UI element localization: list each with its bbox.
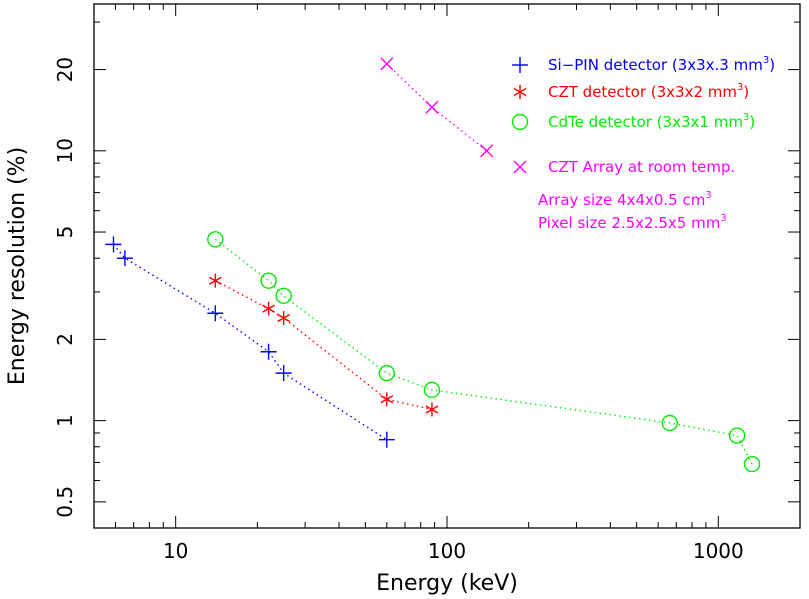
series-line [386, 63, 488, 152]
legend-marker [513, 160, 527, 174]
legend-label-text: CZT detector (3x3x2 mm [548, 83, 737, 101]
legend-label-text: Si−PIN detector (3x3x.3 mm [548, 56, 763, 74]
legend-label-text: CdTe detector (3x3x1 mm [548, 113, 743, 131]
data-point [425, 100, 439, 114]
x-axis-title: Energy (keV) [376, 571, 518, 596]
y-tick-label: 20 [53, 57, 77, 82]
series-line [214, 238, 753, 465]
legend-label-superscript: 3 [737, 82, 743, 93]
y-tick-label: 0.5 [53, 486, 77, 518]
x-tick-label: 1000 [693, 539, 744, 563]
data-point [743, 455, 761, 473]
series-3 [380, 57, 494, 158]
annotation-superscript: 3 [705, 190, 711, 201]
x-tick-label: 100 [428, 539, 466, 563]
series-1 [208, 273, 439, 417]
series-0 [105, 236, 395, 448]
data-point [260, 272, 277, 289]
data-point [277, 311, 291, 326]
y-tick-label: 5 [53, 226, 77, 239]
data-point [378, 431, 395, 448]
legend-label: CZT Array at room temp. [548, 158, 735, 176]
data-point [425, 402, 439, 417]
annotation-superscript: 3 [720, 213, 726, 224]
series-line [214, 280, 433, 411]
data-point [728, 427, 746, 444]
annotation-text: Pixel size 2.5x2.5x5 mm [538, 214, 720, 232]
legend-marker [511, 113, 529, 131]
legend: Si−PIN detector (3x3x.3 mm3)CZT detector… [511, 55, 775, 232]
axis-ticks [93, 4, 801, 529]
data-point [208, 273, 222, 288]
legend-label: Si−PIN detector (3x3x.3 mm3) [548, 55, 775, 74]
y-tick-label: 2 [53, 333, 77, 346]
data-point [661, 414, 678, 432]
series-line [112, 243, 388, 441]
data-point [105, 236, 122, 253]
legend-label-text: CZT Array at room temp. [548, 158, 735, 176]
y-axis-title: Energy resolution (%) [5, 147, 30, 385]
y-tick-label: 10 [53, 138, 77, 163]
data-point [275, 287, 292, 305]
legend-label-superscript: 3 [743, 112, 749, 123]
data-point [275, 365, 292, 382]
data-point [116, 250, 133, 267]
data-point [207, 305, 224, 322]
legend-marker [512, 57, 528, 73]
data-point [207, 231, 224, 248]
annotation-pixel: Pixel size 2.5x2.5x5 mm3 [538, 213, 727, 232]
series-2 [207, 231, 761, 473]
y-tick-label: 1 [53, 414, 77, 427]
legend-label: CZT detector (3x3x2 mm3) [548, 82, 749, 101]
x-tick-label: 10 [163, 539, 188, 563]
legend-label-end: ) [749, 113, 755, 131]
data-point [378, 364, 396, 382]
data-point [260, 343, 277, 360]
data-point [262, 301, 275, 316]
legend-label-end: ) [769, 56, 775, 74]
legend-label: CdTe detector (3x3x1 mm3) [548, 112, 755, 131]
legend-marker [513, 85, 527, 99]
legend-label-superscript: 3 [763, 55, 769, 66]
data-point [380, 392, 394, 407]
data-point [480, 144, 494, 158]
annotation-array: Array size 4x4x0.5 cm3 [538, 190, 712, 209]
annotation-text: Array size 4x4x0.5 cm [538, 191, 705, 209]
series-layer [105, 57, 761, 473]
data-point [423, 381, 441, 399]
axis-tick-labels: 10 100 1000 0.5 1 2 5 10 20 [53, 57, 744, 563]
data-point [380, 57, 394, 71]
legend-label-end: ) [743, 83, 749, 101]
